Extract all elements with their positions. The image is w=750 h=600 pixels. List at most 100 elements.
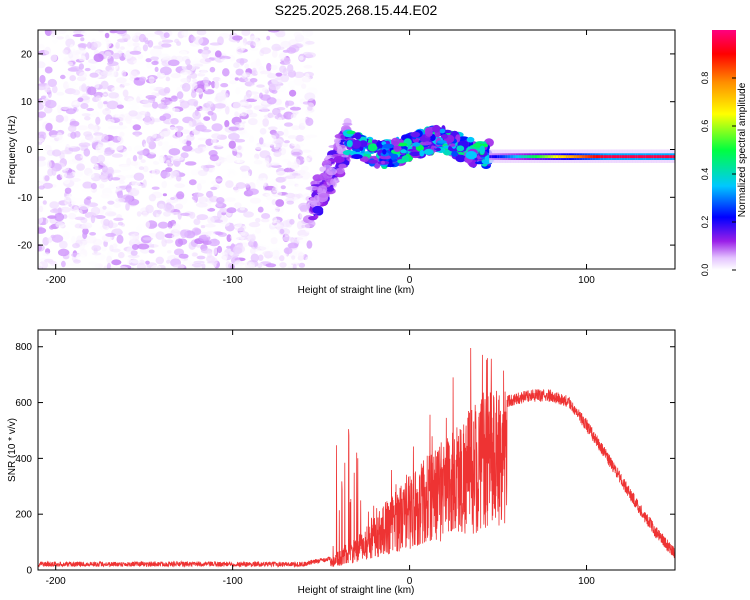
spectrogram-blob bbox=[142, 220, 150, 230]
spectrogram-blob bbox=[177, 211, 182, 220]
spectrogram-blob bbox=[132, 102, 138, 107]
spectrogram-blob bbox=[186, 140, 192, 147]
spectrogram-blob bbox=[205, 231, 212, 238]
spectrogram-blob bbox=[354, 132, 362, 140]
spectrogram-blob bbox=[346, 140, 353, 148]
spectrogram-blob bbox=[136, 96, 141, 104]
spectrogram-blob bbox=[456, 145, 465, 152]
tone-core bbox=[637, 155, 641, 159]
spectrogram-blob bbox=[70, 66, 81, 72]
spectrogram-blob bbox=[291, 193, 301, 200]
spectrogram-blob bbox=[162, 193, 167, 197]
spectrogram-blob bbox=[248, 221, 261, 228]
spectrogram-blob bbox=[185, 58, 191, 66]
spectrogram-blob bbox=[215, 142, 224, 148]
tone-core bbox=[635, 155, 639, 159]
spectrogram-blob bbox=[180, 69, 192, 77]
tone-core bbox=[648, 155, 652, 159]
spectrogram-blob bbox=[423, 141, 432, 145]
spectrogram-blob bbox=[317, 187, 323, 195]
spectrogram-blob bbox=[289, 89, 297, 97]
spectrogram-x-tick-label: 100 bbox=[578, 275, 595, 286]
tone-core bbox=[523, 155, 527, 159]
spectrogram-blob bbox=[158, 221, 169, 229]
spectrogram-blob bbox=[57, 30, 67, 34]
spectrogram-blob bbox=[304, 92, 316, 101]
spectrogram-blob bbox=[47, 160, 52, 169]
spectrogram-blob bbox=[78, 243, 85, 251]
spectrogram-blob bbox=[276, 37, 287, 42]
spectrogram-blob bbox=[177, 130, 182, 139]
spectrogram-blob bbox=[176, 175, 182, 182]
spectrogram-blob bbox=[97, 101, 104, 109]
spectrogram-blob bbox=[235, 182, 246, 189]
spectrogram-blob bbox=[189, 55, 196, 61]
spectrogram-blob bbox=[143, 116, 151, 126]
colorbar-tick-label: 0.6 bbox=[700, 120, 710, 133]
spectrogram-blob bbox=[82, 231, 88, 240]
spectrogram-blob bbox=[68, 212, 77, 220]
spectrogram-blob bbox=[303, 157, 310, 162]
spectrogram-blob bbox=[44, 66, 53, 74]
spectrogram-blob bbox=[116, 104, 124, 109]
spectrogram-blob bbox=[96, 154, 106, 164]
spectrogram-blob bbox=[214, 50, 222, 58]
spectrogram-blob bbox=[38, 160, 47, 167]
tone-core bbox=[571, 155, 575, 159]
spectrogram-blob bbox=[182, 145, 193, 152]
spectrogram-blob bbox=[132, 155, 138, 162]
spectrogram-blob bbox=[181, 82, 191, 92]
tone-core bbox=[592, 155, 596, 159]
spectrogram-blob bbox=[50, 234, 56, 239]
spectrogram-blob bbox=[145, 260, 150, 265]
spectrogram-blob bbox=[232, 35, 243, 41]
spectrogram-blob bbox=[220, 83, 229, 88]
spectrogram-blob bbox=[134, 181, 142, 191]
tone-core bbox=[587, 155, 591, 159]
spectrogram-blob bbox=[282, 235, 292, 242]
spectrogram-blob bbox=[165, 159, 171, 166]
spectrogram-blob bbox=[326, 167, 337, 176]
spectrogram-blob bbox=[225, 106, 230, 115]
spectrogram-blob bbox=[87, 123, 98, 132]
spectrogram-blob bbox=[296, 235, 308, 244]
spectrogram-blob bbox=[197, 169, 208, 177]
spectrogram-blob bbox=[72, 171, 84, 178]
tone-core bbox=[526, 155, 530, 159]
spectrogram-blob bbox=[219, 208, 230, 213]
tone-core bbox=[507, 155, 511, 159]
spectrogram-blob bbox=[118, 121, 124, 126]
tone-core bbox=[616, 155, 620, 159]
spectrogram-blob bbox=[161, 216, 167, 220]
spectrogram-blob bbox=[220, 58, 228, 62]
spectrogram-blob bbox=[211, 123, 223, 132]
spectrogram-blob bbox=[234, 157, 245, 164]
spectrogram-blob bbox=[89, 232, 96, 236]
spectrogram-blob bbox=[60, 74, 66, 80]
spectrogram-blob bbox=[170, 73, 181, 79]
spectrogram-blob bbox=[107, 61, 119, 67]
spectrogram-blob bbox=[259, 150, 271, 159]
spectrogram-blob bbox=[138, 166, 145, 171]
spectrogram-blob bbox=[114, 30, 127, 35]
spectrogram-blob bbox=[102, 165, 108, 173]
spectrogram-blob bbox=[81, 93, 88, 99]
spectrogram-blob bbox=[410, 131, 421, 138]
spectrogram-blob bbox=[293, 174, 304, 179]
spectrogram-blob bbox=[121, 70, 127, 77]
tone-core bbox=[627, 155, 631, 159]
spectrogram-blob bbox=[81, 83, 87, 93]
spectrogram-blob bbox=[300, 165, 309, 172]
spectrogram-blob bbox=[188, 179, 197, 186]
spectrogram-blob bbox=[131, 244, 139, 250]
spectrogram-blob bbox=[305, 40, 315, 45]
spectrogram-blob bbox=[224, 93, 229, 99]
spectrogram-blob bbox=[206, 30, 216, 37]
spectrogram-blob bbox=[267, 30, 280, 33]
spectrogram-x-label: Height of straight line (km) bbox=[298, 285, 415, 296]
spectrogram-blob bbox=[261, 106, 269, 113]
snr-x-label: Height of straight line (km) bbox=[298, 585, 415, 596]
spectrogram-y-label: Frequency (Hz) bbox=[7, 116, 18, 185]
spectrogram-blob bbox=[150, 56, 160, 61]
spectrogram-blob bbox=[367, 143, 378, 152]
